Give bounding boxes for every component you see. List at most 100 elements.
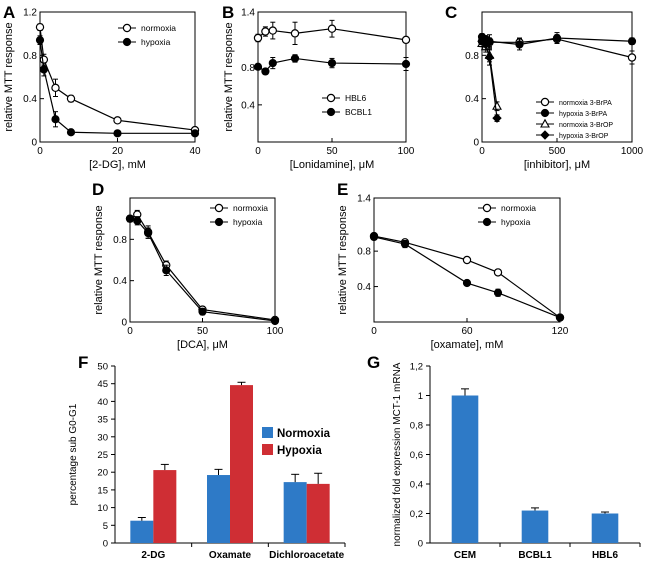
series-line [373, 236, 561, 319]
legend-marker-point [482, 217, 492, 227]
y-tick-label: 50 [97, 362, 108, 373]
legend-label: normoxia [141, 23, 176, 33]
x-axis-label: [Lonidamine], μM [290, 159, 375, 171]
y-axis-label: relative MTT response [223, 22, 235, 131]
y-tick-label: 0.4 [241, 100, 255, 111]
data-point [113, 116, 122, 125]
data-point [253, 62, 263, 71]
y-tick-label: 0,4 [410, 480, 423, 491]
data-point [401, 59, 411, 69]
y-tick-label: 35 [97, 415, 108, 426]
data-point [51, 83, 60, 93]
data-point [327, 24, 337, 33]
x-axis-label: [inhibitor], μM [524, 159, 590, 171]
series-hypoxia [35, 35, 200, 138]
x-tick-label: 2-DG [141, 550, 165, 561]
series-bcbl1 [253, 54, 411, 76]
legend: Normoxia Hypoxia [262, 427, 331, 457]
y-axis-label: relative MTT response [93, 205, 105, 314]
y-tick-label: 1,2 [410, 362, 423, 373]
data-point [261, 67, 270, 76]
data-point [627, 37, 637, 46]
legend-marker-point [540, 130, 550, 140]
legend: normoxia hypoxia [118, 23, 176, 47]
data-point [290, 54, 300, 63]
legend-label: hypoxia [233, 217, 263, 227]
x-tick-label: 50 [197, 326, 209, 337]
legend-label: Hypoxia [277, 445, 322, 457]
y-tick-label: 0 [418, 539, 423, 550]
data-point [66, 128, 76, 137]
legend: HBL6 BCBL1 [322, 93, 372, 117]
series-hbl6 [253, 19, 411, 45]
y-tick-label: 0,6 [410, 450, 423, 461]
bar-hypoxia [153, 470, 177, 543]
data-point [492, 113, 502, 123]
y-tick-label: 15 [97, 485, 108, 496]
series-normoxia [125, 209, 280, 325]
y-tick-label: 0.8 [465, 51, 479, 62]
data-point [162, 266, 171, 275]
bar-mct-1 [521, 510, 549, 543]
data-point [515, 40, 524, 49]
bar-hypoxia [306, 483, 330, 543]
data-point [481, 39, 491, 50]
y-tick-label: 0.4 [113, 276, 127, 287]
data-point [66, 94, 76, 103]
x-axis-label: [2-DG], mM [89, 159, 146, 171]
x-tick-label: 0 [255, 146, 261, 157]
x-tick-label: BCBL1 [518, 550, 552, 561]
x-tick-label: 0 [371, 326, 377, 337]
y-tick-label: 0.4 [23, 94, 37, 105]
x-axis-label: [DCA], μM [177, 339, 228, 351]
data-point [268, 58, 277, 68]
x-tick-label: 20 [112, 146, 124, 157]
data-point [484, 52, 495, 63]
series-hypoxia [369, 232, 565, 322]
legend-label: BCBL1 [345, 107, 372, 117]
y-tick-label: 0 [103, 539, 108, 550]
y-tick-label: 0.8 [23, 51, 37, 62]
y-tick-label: 30 [97, 432, 108, 443]
y-axis-label: normalized fold expression MCT-1 mRNA [392, 362, 403, 546]
panel-d: 0 50 100 0 0.4 0.8 [DCA], μM relative MTT respo… [92, 180, 284, 351]
data-point [401, 35, 411, 45]
data-point [493, 268, 503, 277]
y-tick-label: 1 [418, 391, 423, 402]
data-point [627, 53, 637, 62]
x-tick-label: 60 [461, 326, 473, 337]
panel-letter: E [337, 180, 348, 199]
data-point [198, 307, 207, 316]
x-tick-label: 100 [267, 326, 284, 337]
y-tick-label: 10 [97, 503, 108, 514]
legend-marker-point [482, 203, 492, 213]
x-tick-label: 120 [552, 326, 569, 337]
data-point [144, 229, 153, 238]
data-point [261, 27, 270, 36]
legend-marker-point [326, 93, 336, 103]
panel-letter: B [222, 3, 234, 22]
y-tick-label: 1.2 [23, 8, 37, 19]
legend-marker-point [122, 23, 132, 33]
y-axis-label: relative MTT response [3, 22, 15, 131]
data-point [555, 313, 565, 322]
x-tick-label: 0 [479, 146, 485, 157]
y-tick-label: 0.8 [357, 247, 371, 258]
legend-label: Normoxia [277, 428, 331, 440]
series-line [39, 27, 196, 131]
legend-marker-point [540, 118, 550, 128]
y-tick-label: 1.4 [357, 194, 371, 205]
bar-normoxia [207, 475, 230, 543]
series-hypoxia [125, 214, 280, 326]
x-tick-label: Oxamate [209, 550, 252, 561]
data-point [268, 26, 277, 35]
x-tick-label: CEM [454, 550, 476, 561]
legend-marker-point [214, 217, 224, 227]
bar-mct-1 [451, 395, 479, 543]
x-tick-label: 1000 [621, 146, 644, 157]
data-point [327, 58, 337, 68]
y-axis-label: percentage sub G0-G1 [68, 403, 79, 505]
legend-label: normoxia [233, 203, 268, 213]
series-normoxia [35, 22, 200, 135]
y-tick-label: 0 [473, 138, 479, 149]
